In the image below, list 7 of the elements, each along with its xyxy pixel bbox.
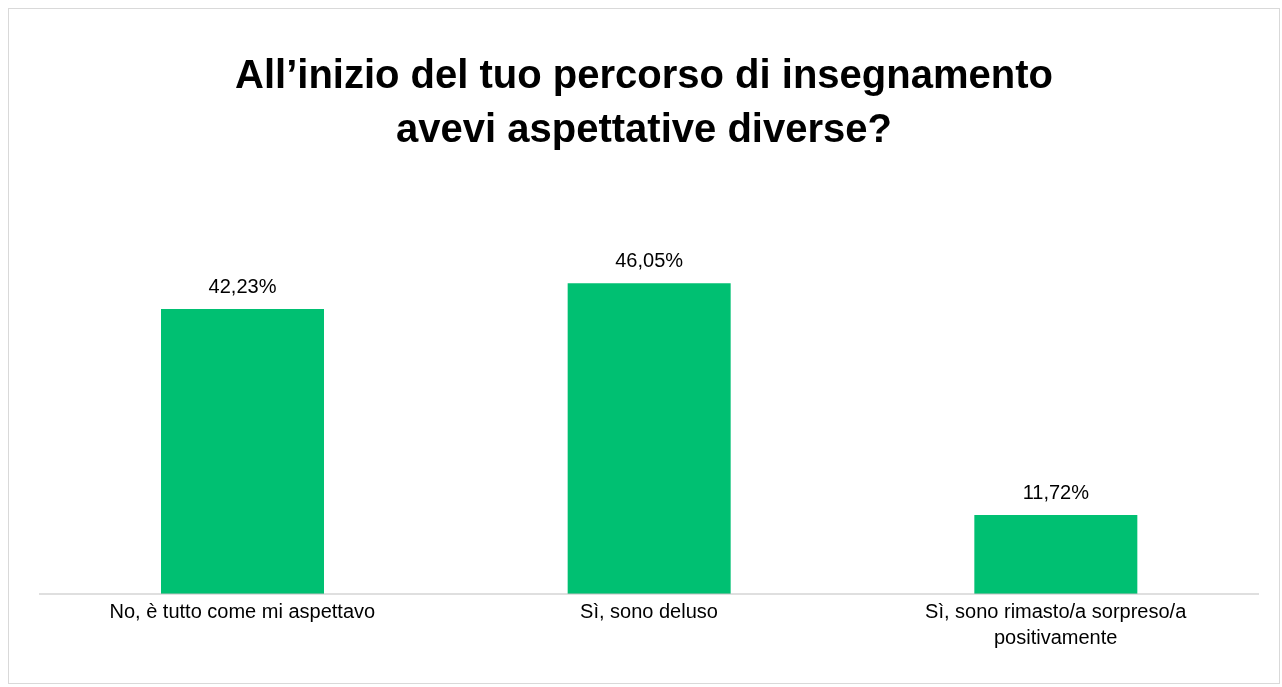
x-tick-label: Sì, sono deluso [580,600,718,622]
data-label: 42,23% [208,274,277,297]
data-label: 46,05% [615,249,684,272]
x-tick-label: No, è tutto come mi aspettavo [109,600,376,622]
x-tick-label: Sì, sono rimasto/a sorpreso/a positivamente [925,600,1188,648]
data-label: 11,72% [1022,480,1090,503]
chart-title: All’inizio del tuo percorso di insegnamento avevi aspettative diverse? [234,51,1054,152]
